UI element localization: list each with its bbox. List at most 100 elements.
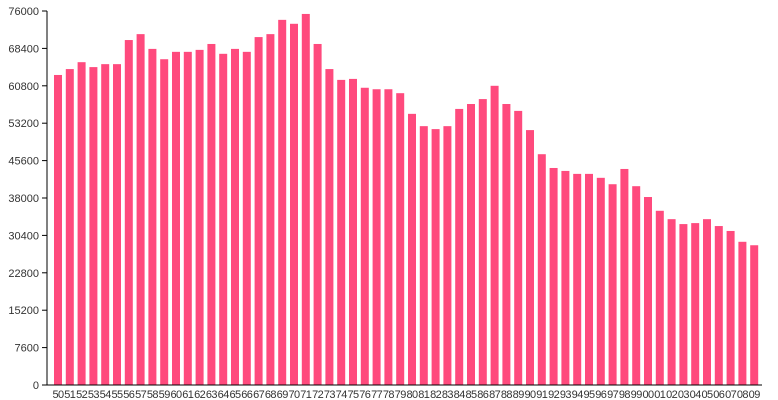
bar-51 xyxy=(65,69,74,385)
x-tick-label: 66 xyxy=(241,389,253,400)
bar-07 xyxy=(726,230,735,385)
x-tick-label: 76 xyxy=(359,389,371,400)
bar-60 xyxy=(172,51,180,386)
bar-77 xyxy=(372,89,381,385)
x-tick-label: 81 xyxy=(418,389,430,400)
bar-70 xyxy=(290,23,298,385)
bar-69 xyxy=(278,19,287,385)
x-tick-label: 53 xyxy=(88,389,100,400)
bar-82 xyxy=(431,129,440,385)
bar-03 xyxy=(679,224,688,385)
bar-06 xyxy=(714,226,723,385)
x-tick-label: 69 xyxy=(277,389,289,400)
x-tick-label: 09 xyxy=(749,389,761,400)
y-tick-label: 68400 xyxy=(8,43,39,55)
x-tick-label: 63 xyxy=(206,389,218,400)
bar-65 xyxy=(231,48,239,386)
y-tick-label: 45600 xyxy=(8,156,39,168)
bar-66 xyxy=(242,51,251,386)
bar-99 xyxy=(632,186,641,385)
bar-62 xyxy=(195,49,204,386)
bar-75 xyxy=(349,78,357,386)
x-tick-label: 02 xyxy=(666,389,678,400)
x-tick-label: 94 xyxy=(572,389,584,400)
bar-08 xyxy=(738,241,747,385)
bar-94 xyxy=(573,173,582,385)
x-tick-label: 65 xyxy=(229,389,241,400)
x-tick-label: 08 xyxy=(737,389,749,400)
x-axis: 50 51 52 53 54 55 56 57 58 59 60 61 62 63 64 65 66 67 68 69… xyxy=(42,384,762,400)
bar-61 xyxy=(183,51,192,386)
bar-79 xyxy=(396,93,405,385)
x-tick-label: 68 xyxy=(265,389,277,400)
x-tick-label: 84 xyxy=(454,389,466,400)
bar-67 xyxy=(254,37,263,386)
x-tick-label: 78 xyxy=(383,389,395,400)
bar-90 xyxy=(526,130,534,385)
bar-09 xyxy=(750,245,759,385)
bar-78 xyxy=(384,89,393,385)
x-tick-label: 50 xyxy=(52,389,64,400)
bar-93 xyxy=(561,170,570,385)
bar-57 xyxy=(136,34,145,386)
x-tick-label: 04 xyxy=(690,389,702,400)
x-tick-label: 05 xyxy=(701,389,713,400)
x-tick-label: 70 xyxy=(288,389,300,400)
bar-97 xyxy=(608,184,617,385)
x-tick-label: 82 xyxy=(430,389,442,400)
bar-54 xyxy=(101,64,110,385)
bar-89 xyxy=(514,110,523,385)
x-tick-label: 91 xyxy=(536,389,548,400)
bar-56 xyxy=(124,40,133,385)
x-tick-label: 98 xyxy=(619,389,631,400)
x-tick-label: 93 xyxy=(560,389,572,400)
bar-87 xyxy=(490,85,499,386)
y-tick-label: 30400 xyxy=(8,230,39,242)
x-tick-label: 00 xyxy=(642,389,654,400)
x-tick-label: 90 xyxy=(524,389,536,400)
x-tick-label: 89 xyxy=(513,389,525,400)
x-tick-label: 88 xyxy=(501,389,513,400)
bar-05 xyxy=(703,219,711,385)
bar-52 xyxy=(77,62,86,385)
x-tick-label: 86 xyxy=(477,389,489,400)
bar-68 xyxy=(266,34,275,386)
x-tick-label: 83 xyxy=(442,389,454,400)
bar-58 xyxy=(148,48,157,386)
x-tick-label: 72 xyxy=(312,389,324,400)
x-tick-label: 67 xyxy=(253,389,265,400)
y-tick-label: 7600 xyxy=(15,343,39,355)
x-tick-label: 92 xyxy=(548,389,560,400)
y-tick-label: 0 xyxy=(33,380,39,392)
x-tick-label: 75 xyxy=(347,389,359,400)
y-tick-label: 60800 xyxy=(8,81,39,93)
x-tick-label: 61 xyxy=(182,389,194,400)
bar-73 xyxy=(325,69,334,385)
x-tick-label: 64 xyxy=(218,389,230,400)
bar-50 xyxy=(54,74,62,385)
x-tick-label: 52 xyxy=(76,389,88,400)
x-tick-label: 71 xyxy=(300,389,312,400)
x-tick-label: 96 xyxy=(595,389,607,400)
bar-92 xyxy=(549,167,558,385)
bar-83 xyxy=(443,126,452,385)
x-tick-label: 58 xyxy=(147,389,159,400)
bar-64 xyxy=(219,53,228,385)
x-tick-label: 55 xyxy=(111,389,123,400)
bar-04 xyxy=(691,223,700,385)
bar-86 xyxy=(478,99,487,385)
x-tick-label: 77 xyxy=(371,389,383,400)
bar-71 xyxy=(301,13,310,385)
bar-96 xyxy=(596,177,605,385)
bar-85 xyxy=(467,104,475,385)
bar-53 xyxy=(89,67,98,385)
bar-00 xyxy=(644,197,652,385)
y-axis: 0 7600 15200 22800 30400 38000 45600 53200 60800… xyxy=(8,6,48,392)
x-tick-label: 95 xyxy=(583,389,595,400)
bar-02 xyxy=(667,219,676,385)
x-tick-label: 87 xyxy=(489,389,501,400)
x-tick-label: 56 xyxy=(123,389,135,400)
bar-63 xyxy=(207,43,216,385)
y-tick-label: 38000 xyxy=(8,193,39,205)
